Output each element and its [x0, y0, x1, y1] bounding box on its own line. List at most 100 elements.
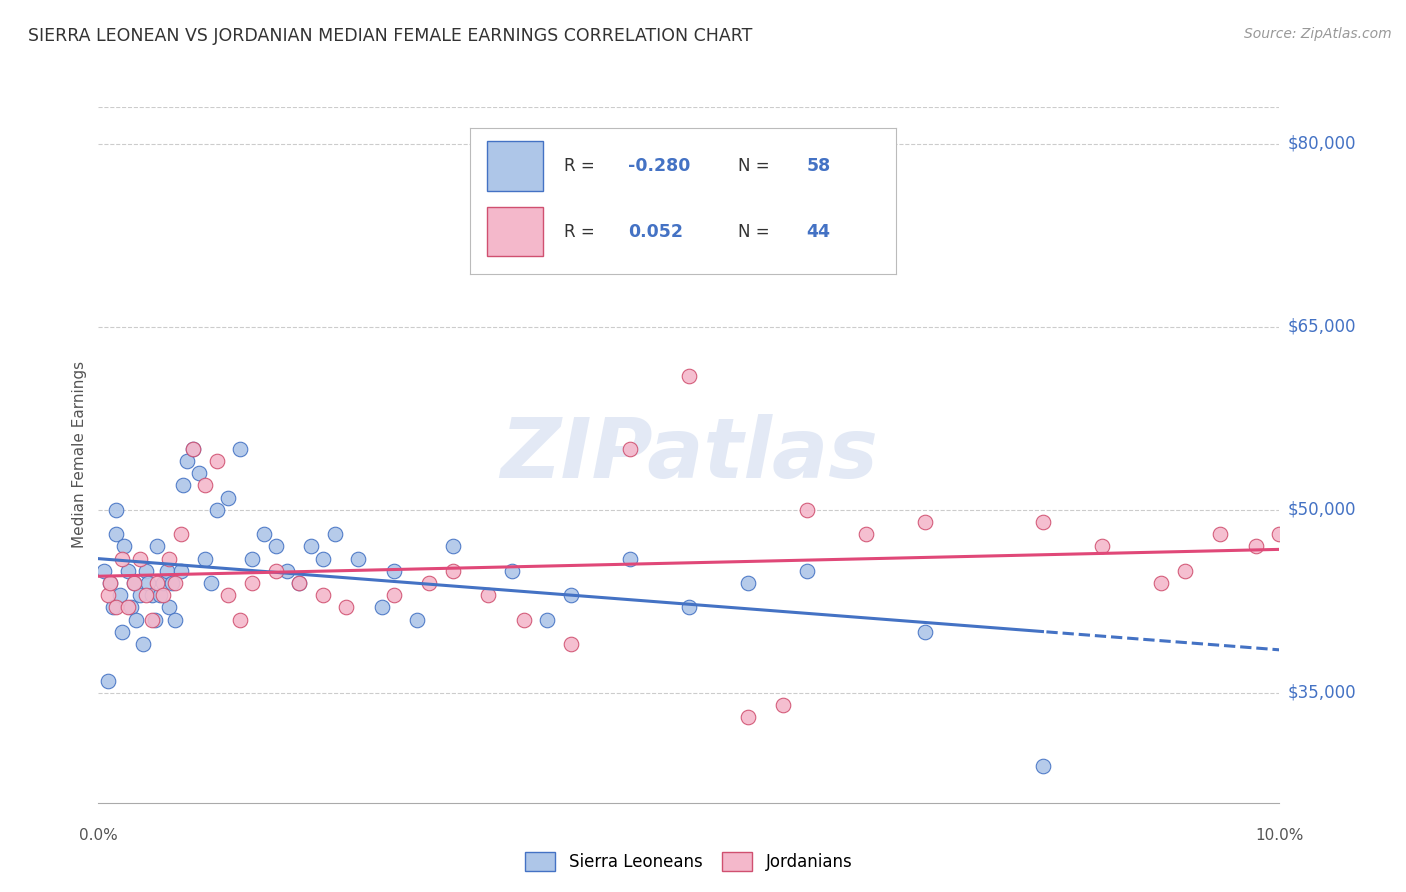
Text: SIERRA LEONEAN VS JORDANIAN MEDIAN FEMALE EARNINGS CORRELATION CHART: SIERRA LEONEAN VS JORDANIAN MEDIAN FEMAL…	[28, 27, 752, 45]
Point	[312, 551, 335, 566]
Y-axis label: Median Female Earnings: Median Female Earnings	[72, 361, 87, 549]
Point	[141, 613, 163, 627]
Point	[111, 551, 134, 566]
Point	[382, 564, 405, 578]
Legend: Sierra Leoneans, Jordanians: Sierra Leoneans, Jordanians	[519, 846, 859, 878]
Point	[93, 564, 115, 578]
Text: ZIPatlas: ZIPatlas	[501, 415, 877, 495]
Point	[1150, 576, 1173, 591]
Point	[678, 600, 700, 615]
Point	[772, 698, 794, 713]
Point	[170, 564, 193, 578]
Point	[240, 576, 263, 591]
Point	[217, 588, 239, 602]
Point	[347, 551, 370, 566]
Point	[98, 576, 121, 591]
Point	[108, 588, 131, 602]
Text: $50,000: $50,000	[1288, 500, 1357, 519]
Point	[1244, 540, 1267, 554]
Point	[619, 442, 641, 456]
Point	[264, 540, 287, 554]
Point	[477, 588, 499, 602]
Point	[264, 564, 287, 578]
Point	[149, 588, 172, 602]
Text: 10.0%: 10.0%	[1256, 828, 1303, 843]
Point	[382, 588, 405, 602]
Point	[253, 527, 276, 541]
Point	[152, 588, 174, 602]
Point	[146, 540, 169, 554]
Text: $35,000: $35,000	[1288, 684, 1357, 702]
Point	[205, 454, 228, 468]
Point	[205, 503, 228, 517]
Point	[536, 613, 558, 627]
Point	[501, 564, 523, 578]
Point	[512, 613, 534, 627]
Point	[117, 564, 139, 578]
Point	[172, 478, 194, 492]
Point	[157, 551, 180, 566]
Point	[122, 576, 145, 591]
Point	[181, 442, 204, 456]
Point	[1032, 759, 1054, 773]
Text: Source: ZipAtlas.com: Source: ZipAtlas.com	[1244, 27, 1392, 41]
Point	[152, 576, 174, 591]
Point	[560, 637, 582, 651]
Text: $80,000: $80,000	[1288, 135, 1357, 153]
Point	[288, 576, 311, 591]
Point	[1032, 515, 1054, 529]
Point	[122, 576, 145, 591]
Point	[128, 588, 150, 602]
Point	[737, 710, 759, 724]
Point	[105, 600, 128, 615]
Point	[200, 576, 222, 591]
Point	[146, 576, 169, 591]
Point	[97, 588, 120, 602]
Point	[101, 600, 124, 615]
Text: $65,000: $65,000	[1288, 318, 1357, 335]
Point	[288, 576, 311, 591]
Point	[112, 540, 135, 554]
Point	[176, 454, 198, 468]
Point	[170, 527, 193, 541]
Point	[914, 515, 936, 529]
Point	[141, 588, 163, 602]
Point	[441, 564, 464, 578]
Point	[240, 551, 263, 566]
Point	[229, 613, 252, 627]
Point	[678, 368, 700, 383]
Point	[371, 600, 394, 615]
Point	[312, 588, 335, 602]
Point	[217, 491, 239, 505]
Point	[160, 576, 183, 591]
Point	[194, 478, 217, 492]
Point	[135, 564, 157, 578]
Point	[406, 613, 429, 627]
Point	[157, 600, 180, 615]
Point	[125, 613, 148, 627]
Point	[1174, 564, 1197, 578]
Point	[796, 564, 818, 578]
Point	[97, 673, 120, 688]
Point	[441, 540, 464, 554]
Point	[128, 551, 150, 566]
Point	[418, 576, 440, 591]
Point	[323, 527, 346, 541]
Point	[105, 527, 128, 541]
Point	[117, 600, 139, 615]
Point	[560, 588, 582, 602]
Point	[1209, 527, 1232, 541]
Point	[165, 576, 187, 591]
Point	[914, 624, 936, 639]
Point	[194, 551, 217, 566]
Point	[229, 442, 252, 456]
Point	[156, 564, 179, 578]
Point	[299, 540, 322, 554]
Point	[143, 613, 166, 627]
Point	[276, 564, 298, 578]
Point	[1268, 527, 1291, 541]
Point	[136, 576, 159, 591]
Text: 0.0%: 0.0%	[79, 828, 118, 843]
Point	[619, 551, 641, 566]
Point	[135, 588, 157, 602]
